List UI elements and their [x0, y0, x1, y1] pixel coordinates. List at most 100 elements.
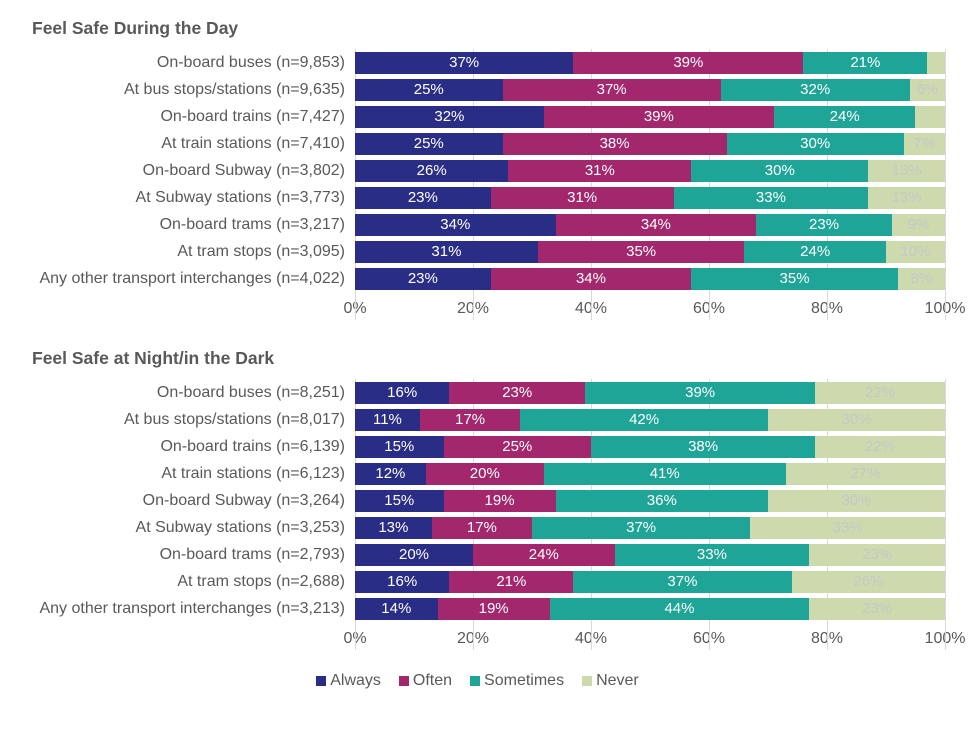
segment-value: 20%	[399, 546, 429, 563]
segment-often: 39%	[573, 52, 803, 74]
segment-value: 25%	[414, 135, 444, 152]
segment-sometimes: 44%	[550, 598, 810, 620]
legend-label: Never	[596, 672, 639, 690]
segment-sometimes: 42%	[520, 409, 768, 431]
stacked-bar: 12%20%41%27%	[355, 463, 945, 485]
legend-label: Often	[413, 672, 452, 690]
segment-often: 24%	[473, 544, 615, 566]
segment-value: 33%	[756, 189, 786, 206]
axis-tick-label: 80%	[811, 300, 843, 318]
segment-value: 14%	[381, 600, 411, 617]
segment-value: 39%	[644, 108, 674, 125]
segment-always: 26%	[355, 160, 508, 182]
category-label: At bus stops/stations (n=9,635)	[10, 76, 355, 103]
axis-tick-label: 80%	[811, 630, 843, 648]
bar-row: 31%35%24%10%	[355, 238, 945, 265]
category-label: At bus stops/stations (n=8,017)	[10, 406, 355, 433]
segment-never: 22%	[815, 382, 945, 404]
segment-value: 23%	[862, 546, 892, 563]
segment-often: 25%	[444, 436, 592, 458]
segment-sometimes: 35%	[691, 268, 898, 290]
segment-value: 21%	[496, 573, 526, 590]
bar-row: 32% 39% 24%	[355, 103, 945, 130]
segment-value: 22%	[865, 384, 895, 401]
stacked-bar: 13%17%37%33%	[355, 517, 945, 539]
bar-row: 12%20%41%27%	[355, 460, 945, 487]
segment-value: 31%	[431, 243, 461, 260]
segment-value: 25%	[414, 81, 444, 98]
bar-row: 25%38%30%7%	[355, 130, 945, 157]
segment-value: 23%	[408, 270, 438, 287]
bar-row: 15%25%38%22%	[355, 433, 945, 460]
segment-value: 32%	[800, 81, 830, 98]
segment-value: 25%	[502, 438, 532, 455]
stacked-bar: 15%25%38%22%	[355, 436, 945, 458]
segment-value: 30%	[765, 162, 795, 179]
segment-value: 13%	[892, 162, 922, 179]
chart-body: On-board buses (n=9,853)At bus stops/sta…	[10, 49, 945, 320]
bar-row: 23%34%35%8%	[355, 265, 945, 292]
segment-always: 25%	[355, 79, 503, 101]
segment-value: 16%	[387, 384, 417, 401]
segment-always: 23%	[355, 268, 491, 290]
segment-value: 22%	[865, 438, 895, 455]
stacked-bar: 16%23%39%22%	[355, 382, 945, 404]
legend-label: Sometimes	[484, 672, 564, 690]
axis-tick-label: 100%	[925, 630, 966, 648]
stacked-bar: 26%31%30%13%	[355, 160, 945, 182]
segment-always: 16%	[355, 571, 449, 593]
legend-item-never: Never	[582, 672, 639, 690]
segment-value: 24%	[830, 108, 860, 125]
segment-never: 26%	[792, 571, 945, 593]
axis-tick-label: 60%	[693, 630, 725, 648]
segment-always: 37%	[355, 52, 573, 74]
axis-tick-label: 100%	[925, 300, 966, 318]
segment-often: 19%	[438, 598, 550, 620]
segment-value: 10%	[900, 243, 930, 260]
segment-value: 31%	[567, 189, 597, 206]
stacked-bar: 14%19%44%23%	[355, 598, 945, 620]
segment-value: 33%	[697, 546, 727, 563]
segment-value: 21%	[850, 54, 880, 71]
segment-sometimes: 23%	[756, 214, 892, 236]
legend-swatch	[316, 676, 326, 686]
segment-always: 20%	[355, 544, 473, 566]
segment-often: 34%	[556, 214, 757, 236]
segment-value: 30%	[800, 135, 830, 152]
segment-value: 23%	[408, 189, 438, 206]
segment-often: 38%	[503, 133, 727, 155]
segment-sometimes: 33%	[674, 187, 869, 209]
segment-value: 41%	[650, 465, 680, 482]
segment-never	[915, 106, 945, 128]
category-label: At train stations (n=7,410)	[10, 130, 355, 157]
segment-always: 32%	[355, 106, 544, 128]
plot-area: 16%23%39%22%11%17%42%30%15%25%38%22%12%2…	[355, 379, 945, 650]
chart-block: Feel Safe During the DayOn-board buses (…	[10, 18, 945, 320]
stacked-bar: 15%19%36%30%	[355, 490, 945, 512]
segment-value: 32%	[434, 108, 464, 125]
segment-always: 34%	[355, 214, 556, 236]
category-label: At tram stops (n=2,688)	[10, 568, 355, 595]
category-label: On-board buses (n=8,251)	[10, 379, 355, 406]
stacked-bar: 23%34%35%8%	[355, 268, 945, 290]
segment-often: 19%	[444, 490, 556, 512]
bar-row: 15%19%36%30%	[355, 487, 945, 514]
segment-value: 27%	[850, 465, 880, 482]
segment-value: 44%	[664, 600, 694, 617]
segment-value: 30%	[841, 492, 871, 509]
segment-always: 15%	[355, 436, 444, 458]
segment-never: 10%	[886, 241, 945, 263]
segment-value: 13%	[378, 519, 408, 536]
segment-value: 35%	[780, 270, 810, 287]
segment-value: 34%	[641, 216, 671, 233]
bar-row: 23%31%33%13%	[355, 184, 945, 211]
bar-row: 16%21%37%26%	[355, 568, 945, 595]
segment-value: 37%	[597, 81, 627, 98]
segment-often: 23%	[449, 382, 585, 404]
segment-always: 23%	[355, 187, 491, 209]
segment-never	[927, 52, 945, 74]
stacked-bar: 37%39% 21%	[355, 52, 945, 74]
segment-never: 8%	[898, 268, 945, 290]
segment-value: 24%	[800, 243, 830, 260]
category-label: On-board trams (n=3,217)	[10, 211, 355, 238]
